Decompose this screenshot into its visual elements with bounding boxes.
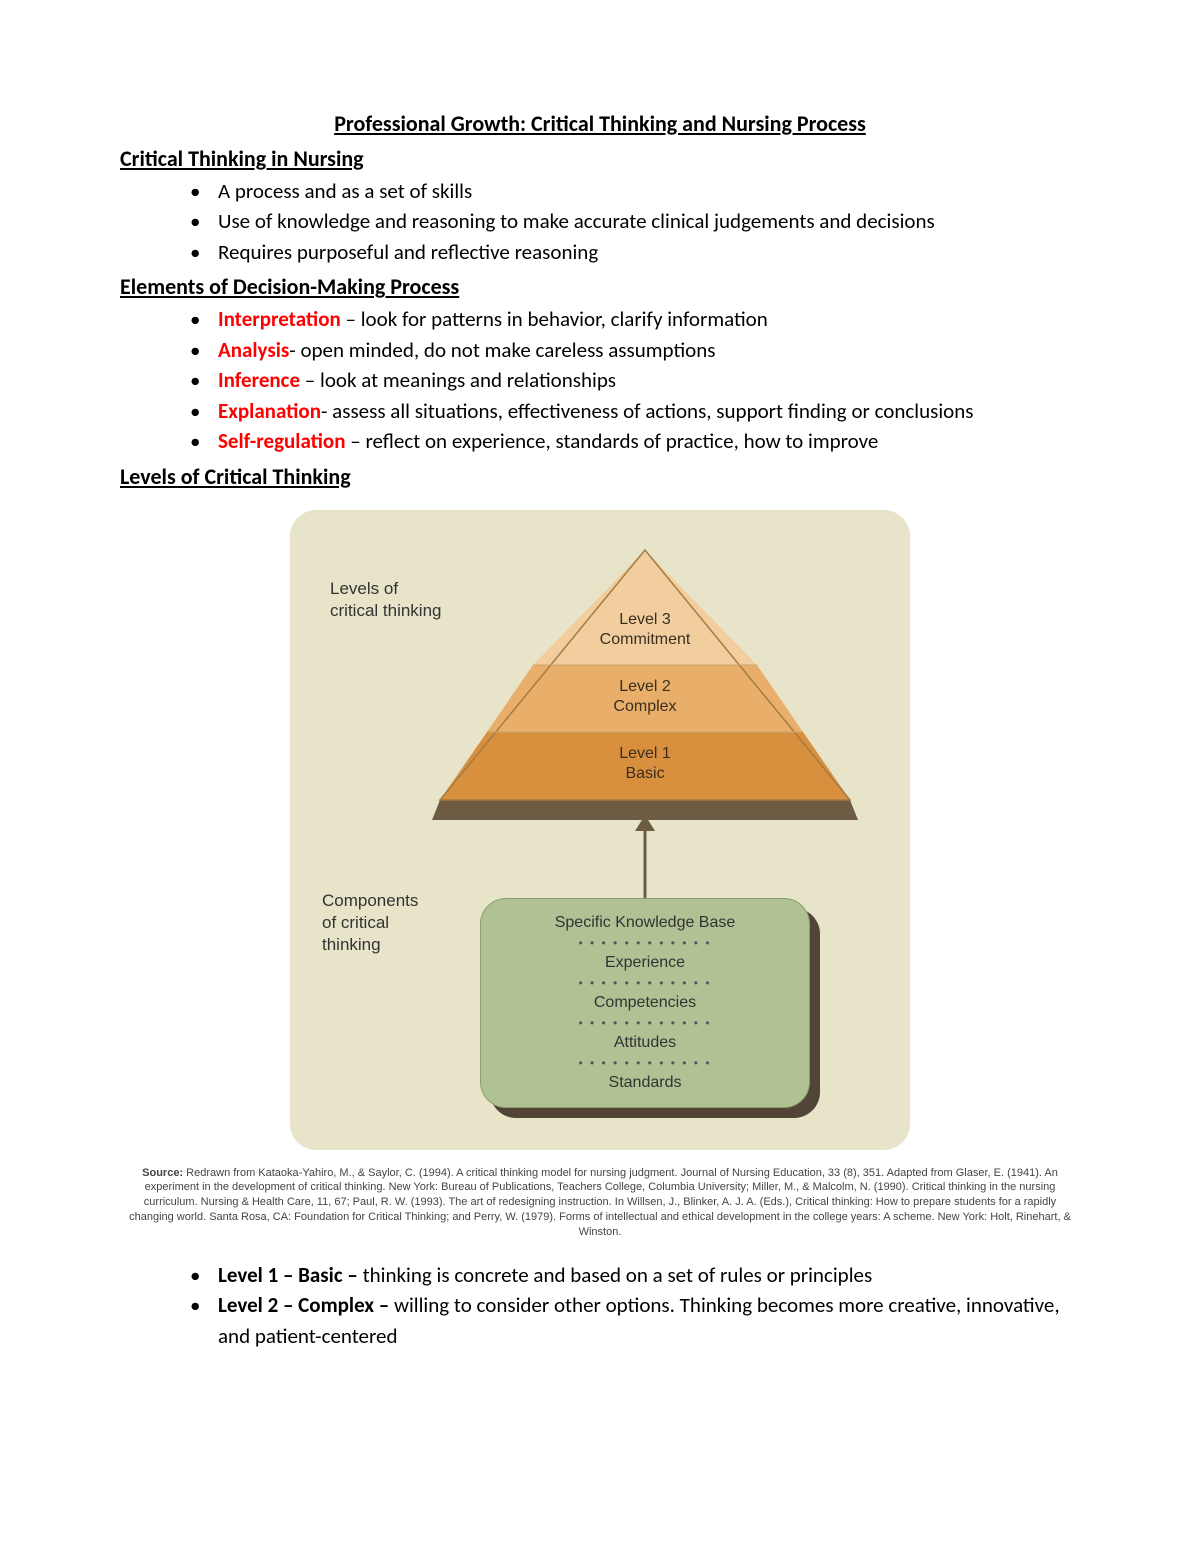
dots-divider: • • • • • • • • • • • •	[481, 976, 809, 990]
component-item: Competencies	[481, 994, 809, 1012]
arrow-head	[635, 815, 655, 831]
text: thinking is concrete and based on a set …	[363, 1262, 873, 1288]
term: Self-regulation	[218, 428, 345, 454]
component-item: Attitudes	[481, 1034, 809, 1052]
components-box: Specific Knowledge Base • • • • • • • • …	[480, 898, 810, 1108]
sep: –	[300, 367, 320, 393]
source-citation: Source: Redrawn from Kataoka-Yahiro, M.,…	[120, 1166, 1080, 1240]
list-item: Use of knowledge and reasoning to make a…	[190, 206, 1080, 236]
page-title: Professional Growth: Critical Thinking a…	[120, 110, 1080, 137]
source-text: Redrawn from Kataoka-Yahiro, M., & Saylo…	[129, 1167, 1071, 1238]
term: Interpretation	[218, 306, 341, 332]
component-item: Specific Knowledge Base	[481, 914, 809, 932]
list-item: Inference – look at meanings and relatio…	[190, 365, 1080, 395]
list-item: Requires purposeful and reflective reaso…	[190, 237, 1080, 267]
label-line: Components	[322, 891, 418, 910]
list-item: Level 1 – Basic – thinking is concrete a…	[190, 1260, 1080, 1290]
source-lead: Source:	[142, 1167, 183, 1179]
line: Level 2	[619, 678, 671, 695]
pyramid-svg	[290, 510, 910, 840]
bold-lead: Level 1 – Basic –	[218, 1262, 363, 1288]
line: Level 3	[619, 611, 671, 628]
term: Inference	[218, 367, 300, 393]
pyramid-level3-text: Level 3 Commitment	[565, 610, 725, 650]
bold-lead: Level 2 – Complex –	[218, 1292, 394, 1318]
label-line: of critical	[322, 913, 389, 932]
line: Commitment	[600, 631, 691, 648]
list-item: A process and as a set of skills	[190, 176, 1080, 206]
sep: –	[345, 428, 365, 454]
component-item: Experience	[481, 954, 809, 972]
elements-list: Interpretation – look for patterns in be…	[120, 304, 1080, 456]
text: look for patterns in behavior, clarify i…	[361, 306, 768, 332]
list-item: Explanation- assess all situations, effe…	[190, 396, 1080, 426]
pyramid-level2-text: Level 2 Complex	[565, 677, 725, 717]
diagram-container: Levels of critical thinking Le	[290, 510, 910, 1150]
bottom-levels-list: Level 1 – Basic – thinking is concrete a…	[120, 1260, 1080, 1351]
pyramid-level1-text: Level 1 Basic	[565, 744, 725, 784]
term: Explanation	[218, 398, 321, 424]
section-heading-elements: Elements of Decision-Making Process	[120, 273, 1080, 300]
arrow-svg	[625, 815, 665, 905]
sep: –	[341, 306, 361, 332]
list-item: Interpretation – look for patterns in be…	[190, 304, 1080, 334]
text: reflect on experience, standards of prac…	[365, 428, 878, 454]
text: look at meanings and relationships	[320, 367, 616, 393]
list-item: Analysis- open minded, do not make carel…	[190, 335, 1080, 365]
section-heading-levels: Levels of Critical Thinking	[120, 463, 1080, 490]
line: Basic	[625, 765, 664, 782]
sep: -	[289, 337, 300, 363]
line: Level 1	[619, 745, 671, 762]
text: open minded, do not make careless assump…	[300, 337, 715, 363]
list-item: Level 2 – Complex – willing to consider …	[190, 1290, 1080, 1351]
section-heading-critical-thinking: Critical Thinking in Nursing	[120, 145, 1080, 172]
dots-divider: • • • • • • • • • • • •	[481, 1056, 809, 1070]
label-components: Components of critical thinking	[322, 890, 418, 956]
label-line: thinking	[322, 935, 381, 954]
text: assess all situations, effectiveness of …	[332, 398, 973, 424]
critical-thinking-diagram: Levels of critical thinking Le	[290, 510, 910, 1150]
dots-divider: • • • • • • • • • • • •	[481, 1016, 809, 1030]
document-page: Professional Growth: Critical Thinking a…	[0, 0, 1200, 1553]
list-item: Self-regulation – reflect on experience,…	[190, 426, 1080, 456]
component-item: Standards	[481, 1074, 809, 1092]
line: Complex	[613, 698, 676, 715]
sep: -	[321, 398, 332, 424]
dots-divider: • • • • • • • • • • • •	[481, 936, 809, 950]
term: Analysis	[218, 337, 289, 363]
critical-thinking-list: A process and as a set of skills Use of …	[120, 176, 1080, 267]
